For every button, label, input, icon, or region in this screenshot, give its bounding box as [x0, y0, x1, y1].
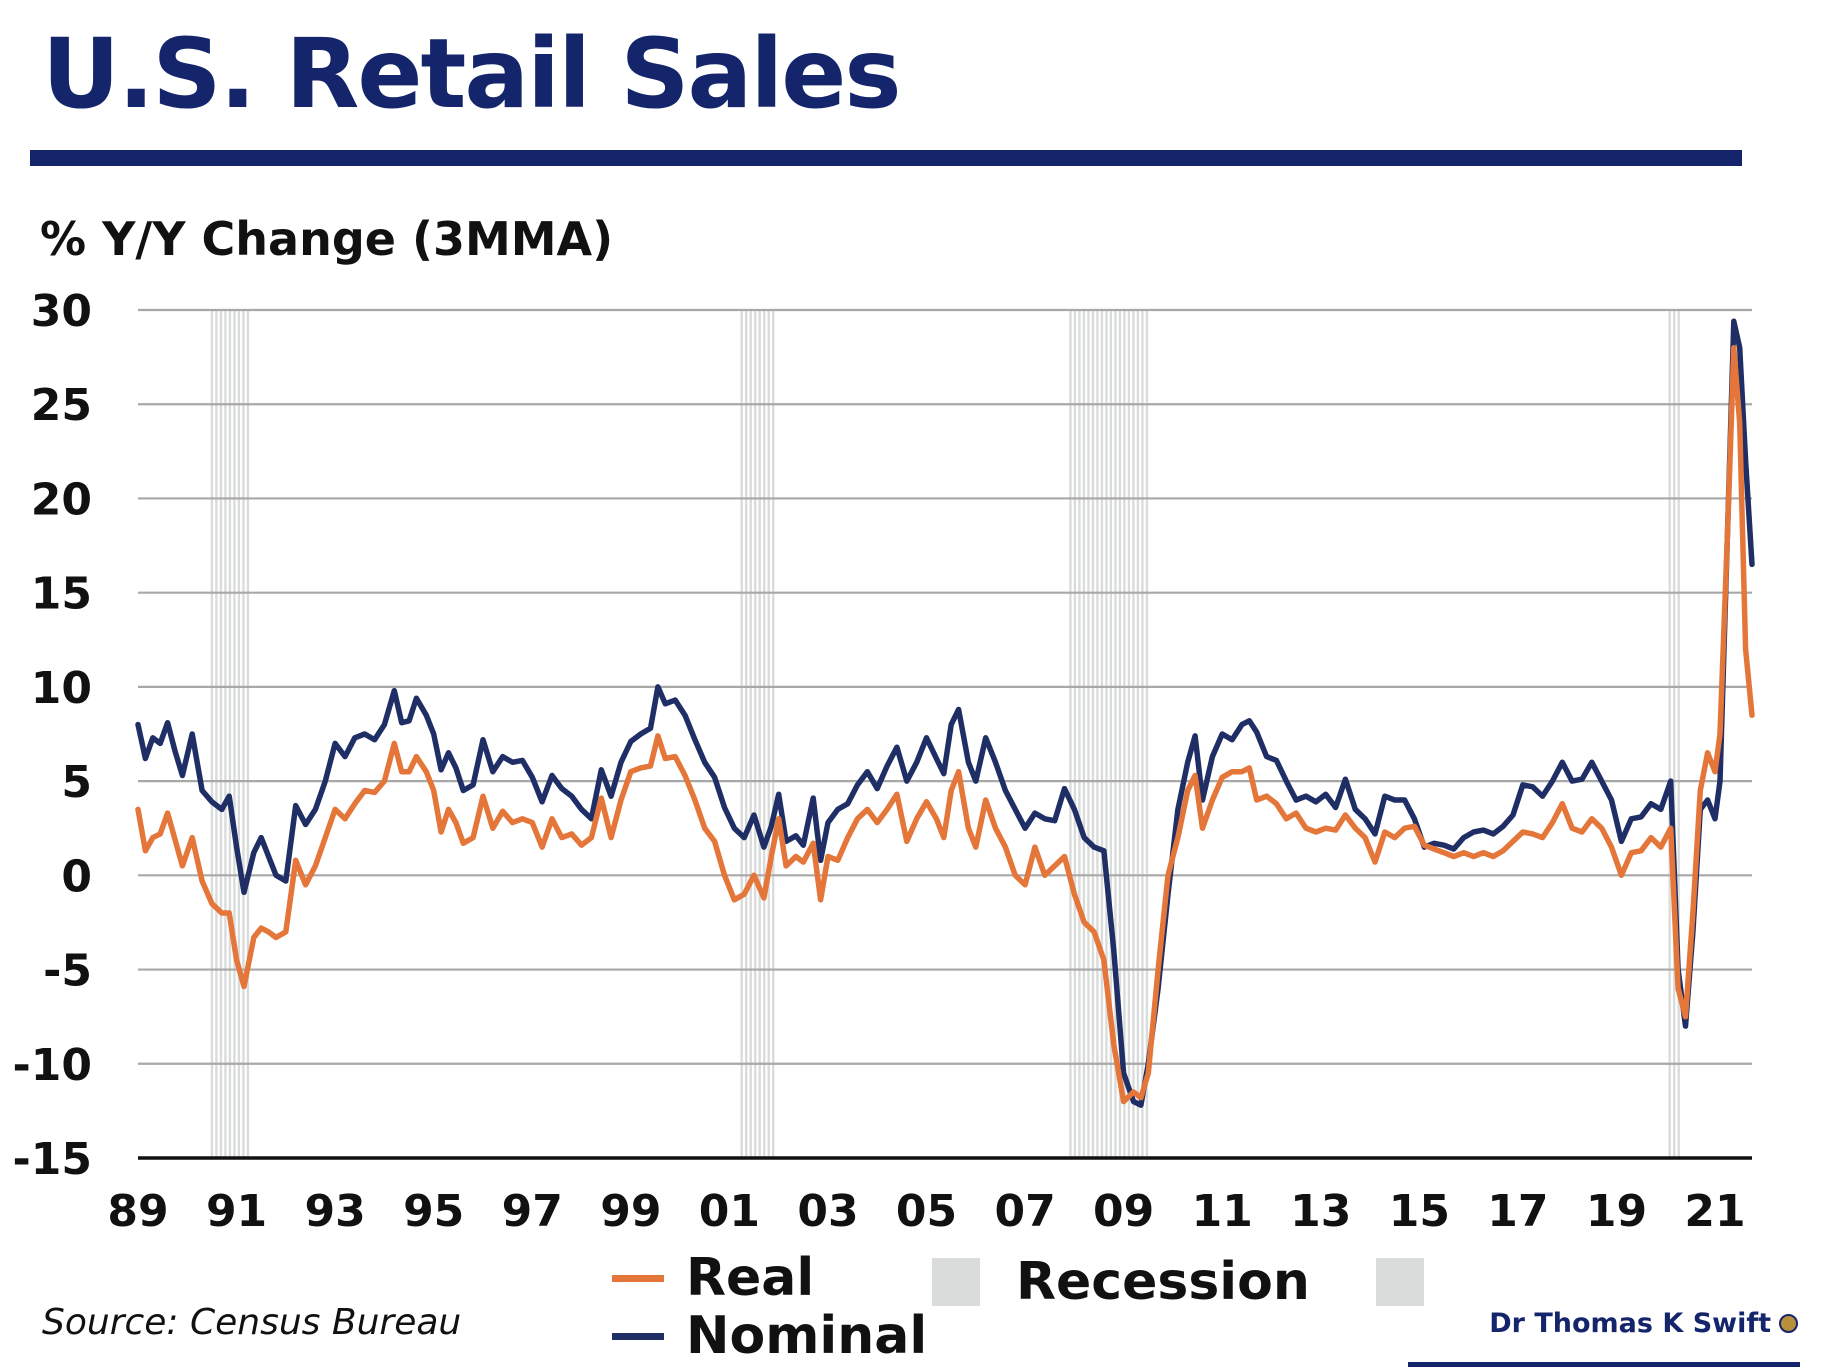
y-axis-label: % Y/Y Change (3MMA) — [40, 212, 614, 266]
y-tick-label: 30 — [31, 286, 92, 337]
series-lines — [135, 318, 1755, 1108]
x-tick-label: 21 — [1684, 1186, 1745, 1237]
legend-real: Real — [612, 1248, 814, 1308]
x-tick-label: 05 — [896, 1186, 957, 1237]
chart-title: U.S. Retail Sales — [42, 18, 901, 130]
legend-real-swatch — [612, 1274, 664, 1282]
x-tick-label: 15 — [1389, 1186, 1450, 1237]
source-note: Source: Census Bureau — [42, 1302, 462, 1343]
author-credit: Dr Thomas K Swift — [1489, 1308, 1798, 1339]
nominal-series-line — [135, 318, 1755, 1108]
x-tick-label: 19 — [1586, 1186, 1647, 1237]
x-tick-label: 17 — [1487, 1186, 1548, 1237]
legend-nominal-swatch — [612, 1332, 664, 1340]
y-tick-label: 10 — [31, 663, 92, 714]
legend-recession-label: Recession — [1016, 1252, 1310, 1312]
x-tick-label: 07 — [994, 1186, 1055, 1237]
gridlines — [138, 308, 1752, 1065]
title-underline — [30, 150, 1742, 166]
footer-underline — [1408, 1362, 1800, 1367]
legend-nominal: Nominal — [612, 1306, 927, 1366]
x-tick-label: 03 — [797, 1186, 858, 1237]
y-tick-label: -15 — [13, 1134, 93, 1185]
x-tick-label: 95 — [403, 1186, 464, 1237]
x-tick-label: 09 — [1093, 1186, 1154, 1237]
y-tick-label: 15 — [31, 569, 92, 620]
y-tick-label: 20 — [31, 474, 92, 525]
x-tick-label: 01 — [699, 1186, 760, 1237]
x-tick-label: 97 — [502, 1186, 563, 1237]
real-series-line — [135, 344, 1755, 1105]
author-logo-dot — [1779, 1314, 1798, 1333]
x-tick-label: 93 — [305, 1186, 366, 1237]
y-tick-label: 0 — [61, 851, 92, 902]
x-tick-label: 89 — [107, 1186, 168, 1237]
y-tick-label: 5 — [61, 757, 92, 808]
legend-recession-swatch-2 — [1375, 1258, 1424, 1306]
x-tick-label: 11 — [1192, 1186, 1253, 1237]
legend-nominal-label: Nominal — [686, 1306, 928, 1366]
author-name: Dr Thomas K Swift — [1489, 1308, 1771, 1339]
recession-bands — [210, 310, 1680, 1158]
y-tick-label: -10 — [13, 1040, 93, 1091]
y-tick-label: 25 — [31, 380, 92, 431]
x-tick-label: 91 — [206, 1186, 267, 1237]
x-tick-label: 13 — [1290, 1186, 1351, 1237]
legend-recession-swatch — [932, 1258, 980, 1306]
legend-recession: Recession — [932, 1252, 1424, 1312]
legend-real-label: Real — [686, 1248, 815, 1308]
x-tick-label: 99 — [600, 1186, 661, 1237]
y-tick-label: -5 — [43, 946, 92, 997]
